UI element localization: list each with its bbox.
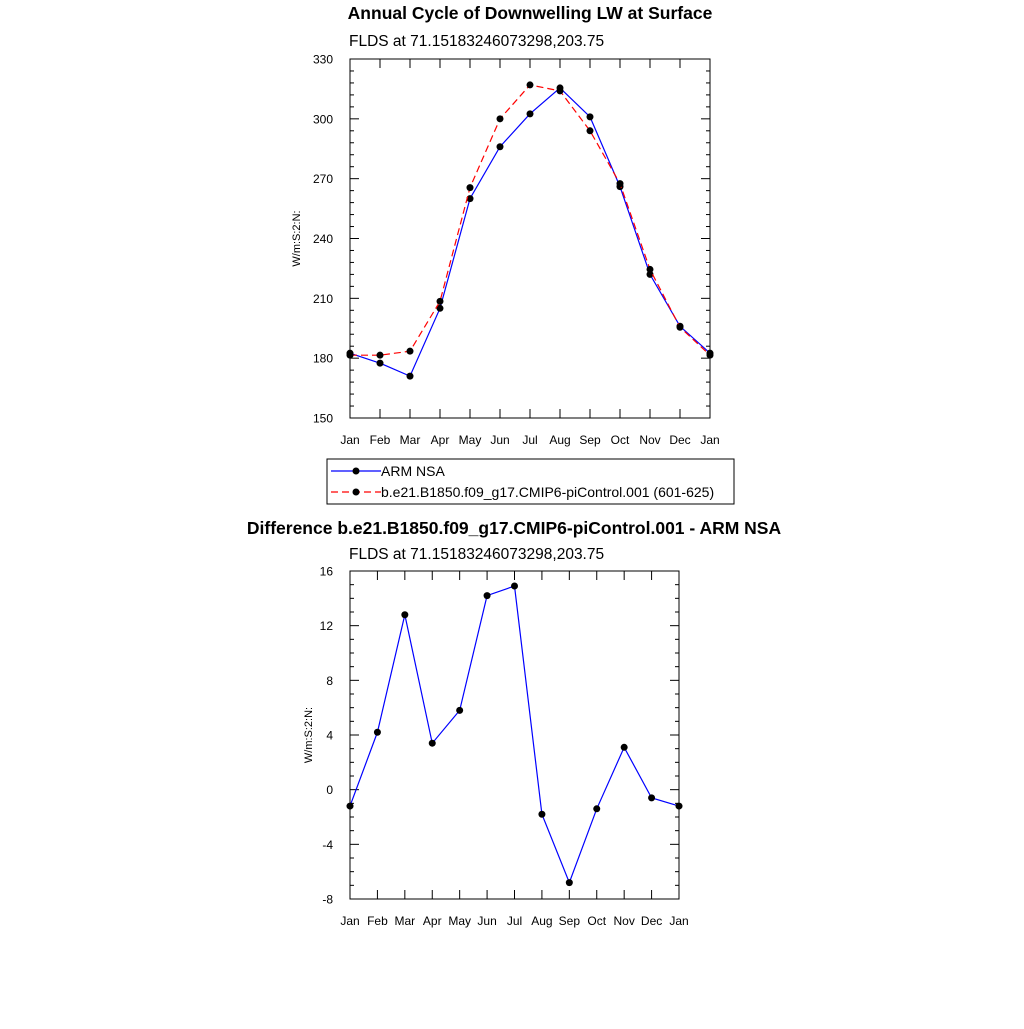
x-tick-label: Sep (579, 433, 601, 447)
legend-marker (352, 467, 360, 475)
x-tick-label: Oct (611, 433, 630, 447)
y-tick-label: 150 (313, 412, 333, 426)
data-point (496, 115, 504, 123)
x-tick-label: May (459, 433, 482, 447)
x-tick-label: Jan (340, 914, 359, 928)
x-tick-label: Aug (531, 914, 552, 928)
series-line-0 (349, 87, 711, 377)
data-point (556, 87, 564, 95)
chart-title: Annual Cycle of Downwelling LW at Surfac… (348, 3, 713, 23)
chart-subtitle: FLDS at 71.15183246073298,203.75 (349, 546, 604, 563)
data-point (406, 372, 414, 380)
data-point (646, 270, 654, 278)
x-tick-label: Apr (431, 433, 450, 447)
data-point (376, 351, 384, 359)
legend-marker (352, 488, 360, 496)
y-tick-label: -4 (322, 838, 333, 852)
x-tick-label: Feb (370, 433, 391, 447)
x-tick-label: Aug (549, 433, 570, 447)
data-point (586, 127, 594, 135)
chart-subtitle: FLDS at 71.15183246073298,203.75 (349, 33, 604, 50)
data-point (526, 81, 534, 89)
data-point (565, 879, 573, 887)
data-point (706, 351, 714, 359)
x-tick-label: Jan (700, 433, 719, 447)
y-tick-label: 12 (320, 619, 334, 633)
x-tick-label: Dec (641, 914, 662, 928)
chart-title: Difference b.e21.B1850.f09_g17.CMIP6-piC… (247, 518, 782, 538)
y-tick-label: -8 (322, 893, 333, 907)
data-point (346, 351, 354, 359)
data-point (646, 265, 654, 273)
x-tick-label: Feb (367, 914, 388, 928)
annual-cycle-chart: Annual Cycle of Downwelling LW at Surfac… (291, 3, 720, 447)
x-tick-label: Sep (559, 914, 581, 928)
x-tick-label: Jun (477, 914, 496, 928)
x-tick-label: Jan (340, 433, 359, 447)
data-point (466, 184, 474, 192)
legend-label: b.e21.B1850.f09_g17.CMIP6-piControl.001 … (381, 484, 714, 500)
y-tick-label: 0 (326, 783, 333, 797)
data-point (373, 728, 381, 736)
data-point (496, 143, 504, 151)
y-axis-label: W/m:S:2:N: (291, 210, 303, 266)
data-point (648, 794, 656, 802)
difference-chart: Difference b.e21.B1850.f09_g17.CMIP6-piC… (247, 518, 782, 928)
y-tick-label: 300 (313, 112, 333, 126)
y-tick-label: 210 (313, 292, 333, 306)
x-tick-label: Apr (423, 914, 442, 928)
y-tick-label: 270 (313, 172, 333, 186)
data-point (401, 611, 409, 619)
x-tick-label: Nov (639, 433, 660, 447)
x-tick-label: Jan (669, 914, 688, 928)
y-tick-label: 8 (326, 674, 333, 688)
data-point (436, 297, 444, 305)
x-tick-label: Jun (490, 433, 509, 447)
series-line-1 (350, 84, 711, 356)
y-tick-label: 4 (326, 729, 333, 743)
x-tick-label: May (448, 914, 471, 928)
x-tick-label: Jul (507, 914, 522, 928)
legend: ARM NSA b.e21.B1850.f09_g17.CMIP6-piContr… (326, 458, 735, 505)
data-point (676, 323, 684, 331)
legend-box (326, 458, 735, 505)
series-line-0 (349, 585, 680, 885)
data-point (456, 706, 464, 714)
x-tick-label: Jul (522, 433, 537, 447)
data-point (511, 582, 518, 590)
data-point (620, 743, 628, 751)
x-tick-label: Nov (613, 914, 634, 928)
data-point (406, 347, 414, 355)
y-tick-label: 240 (313, 232, 333, 246)
data-point (483, 592, 491, 600)
data-point (526, 110, 534, 118)
x-tick-label: Mar (394, 914, 415, 928)
data-point (466, 195, 474, 203)
data-point (436, 304, 444, 312)
data-point (586, 113, 594, 121)
data-point (616, 180, 624, 188)
data-point (376, 359, 384, 367)
y-tick-label: 16 (320, 565, 334, 579)
x-tick-label: Oct (587, 914, 606, 928)
data-point (538, 810, 546, 818)
data-point (346, 802, 354, 810)
legend-label: ARM NSA (381, 463, 445, 479)
data-point (675, 802, 683, 810)
data-point (593, 805, 601, 813)
x-tick-label: Dec (669, 433, 690, 447)
plot-frame (349, 570, 680, 900)
x-tick-label: Mar (400, 433, 421, 447)
data-point (428, 739, 436, 747)
y-tick-label: 180 (313, 352, 333, 366)
y-axis-label: W/m:S:2:N: (303, 707, 315, 763)
y-tick-label: 330 (313, 53, 333, 67)
